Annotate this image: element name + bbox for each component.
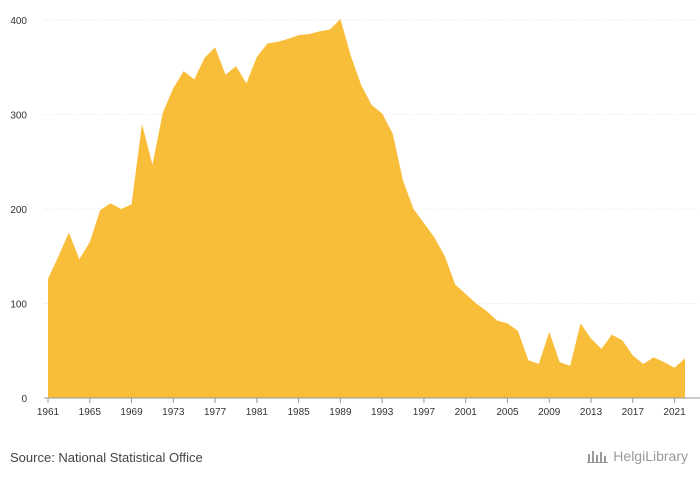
y-tick-label: 100 (10, 300, 27, 311)
brand-name: HelgiLibrary (613, 448, 688, 464)
y-tick-label: 200 (10, 205, 27, 216)
x-tick-label: 2005 (496, 407, 519, 418)
x-tick-label: 1969 (120, 407, 143, 418)
x-tick-label: 1977 (204, 407, 227, 418)
y-tick-label: 0 (21, 394, 27, 405)
brand-logo[interactable]: HelgiLibrary (587, 448, 688, 464)
x-tick-label: 1961 (37, 407, 60, 418)
x-tick-label: 1989 (329, 407, 352, 418)
library-icon (587, 449, 609, 463)
data-area (47, 19, 686, 399)
x-axis (44, 397, 700, 403)
x-tick-label: 1973 (162, 407, 185, 418)
x-tick-label: 1965 (79, 407, 102, 418)
x-tick-label: 2013 (580, 407, 603, 418)
x-tick-label: 1981 (246, 407, 269, 418)
y-tick-label: 300 (10, 111, 27, 122)
x-tick-label: 2017 (622, 407, 645, 418)
y-tick-label: 400 (10, 16, 27, 27)
x-tick-label: 1985 (287, 407, 310, 418)
y-axis-labels: 0 100 200 300 400 (10, 16, 27, 405)
x-tick-label: 2001 (455, 407, 478, 418)
x-tick-label: 1993 (371, 407, 394, 418)
source-note: Source: National Statistical Office (10, 450, 203, 465)
x-tick-label: 2009 (538, 407, 561, 418)
grid-lines (44, 19, 700, 304)
x-tick-label: 1997 (413, 407, 436, 418)
x-tick-label: 2021 (663, 407, 686, 418)
x-axis-labels: 1961 1965 1969 1973 1977 1981 1985 1989 1993 1997… (37, 407, 686, 418)
area-series (48, 19, 685, 399)
